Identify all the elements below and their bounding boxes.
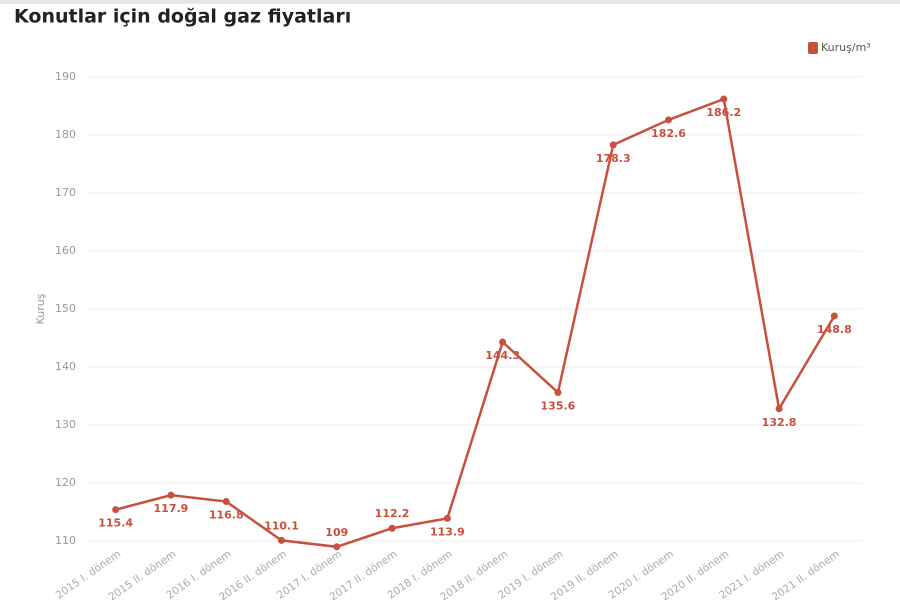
- y-tick-label: 140: [55, 360, 76, 373]
- data-label: 115.4: [98, 517, 133, 530]
- point: [609, 141, 617, 149]
- data-label: 148.8: [817, 323, 852, 336]
- y-tick-label: 130: [55, 418, 76, 431]
- data-label: 116.8: [209, 509, 244, 522]
- point: [278, 536, 285, 544]
- y-axis-label: Kuruş: [34, 293, 47, 324]
- data-label: 113.9: [430, 525, 465, 538]
- data-label: 135.6: [541, 400, 576, 413]
- y-tick-label: 180: [55, 128, 76, 141]
- point: [775, 405, 783, 413]
- chart-title: Konutlar için doğal gaz fiyatları: [14, 6, 351, 28]
- point: [388, 524, 396, 532]
- point: [112, 506, 120, 514]
- y-tick-label: 110: [55, 534, 76, 547]
- point: [554, 389, 562, 397]
- data-label: 144.3: [485, 349, 520, 362]
- data-label: 110.1: [264, 519, 299, 532]
- y-tick-label: 120: [55, 476, 76, 489]
- point: [830, 312, 838, 320]
- data-label: 132.8: [762, 416, 797, 429]
- data-label: 182.6: [651, 127, 686, 140]
- point: [665, 116, 672, 124]
- y-tick-label: 170: [55, 186, 76, 199]
- data-label: 186.2: [706, 106, 741, 119]
- legend-swatch: [808, 42, 818, 54]
- y-tick-label: 150: [55, 302, 76, 315]
- y-tick-label: 160: [55, 244, 76, 257]
- data-label: 117.9: [154, 502, 189, 515]
- point: [167, 491, 175, 499]
- series-line: [115, 97, 836, 549]
- point: [443, 514, 451, 522]
- point: [222, 498, 230, 506]
- point: [333, 543, 341, 551]
- point: [720, 95, 728, 103]
- point: [499, 338, 507, 346]
- data-label: 109: [325, 526, 348, 539]
- legend-label: Kuruş/m³: [821, 41, 871, 54]
- y-tick-label: 190: [55, 70, 76, 83]
- data-label: 112.2: [375, 507, 410, 520]
- top-bar: [0, 0, 900, 4]
- data-label: 178.3: [596, 152, 631, 165]
